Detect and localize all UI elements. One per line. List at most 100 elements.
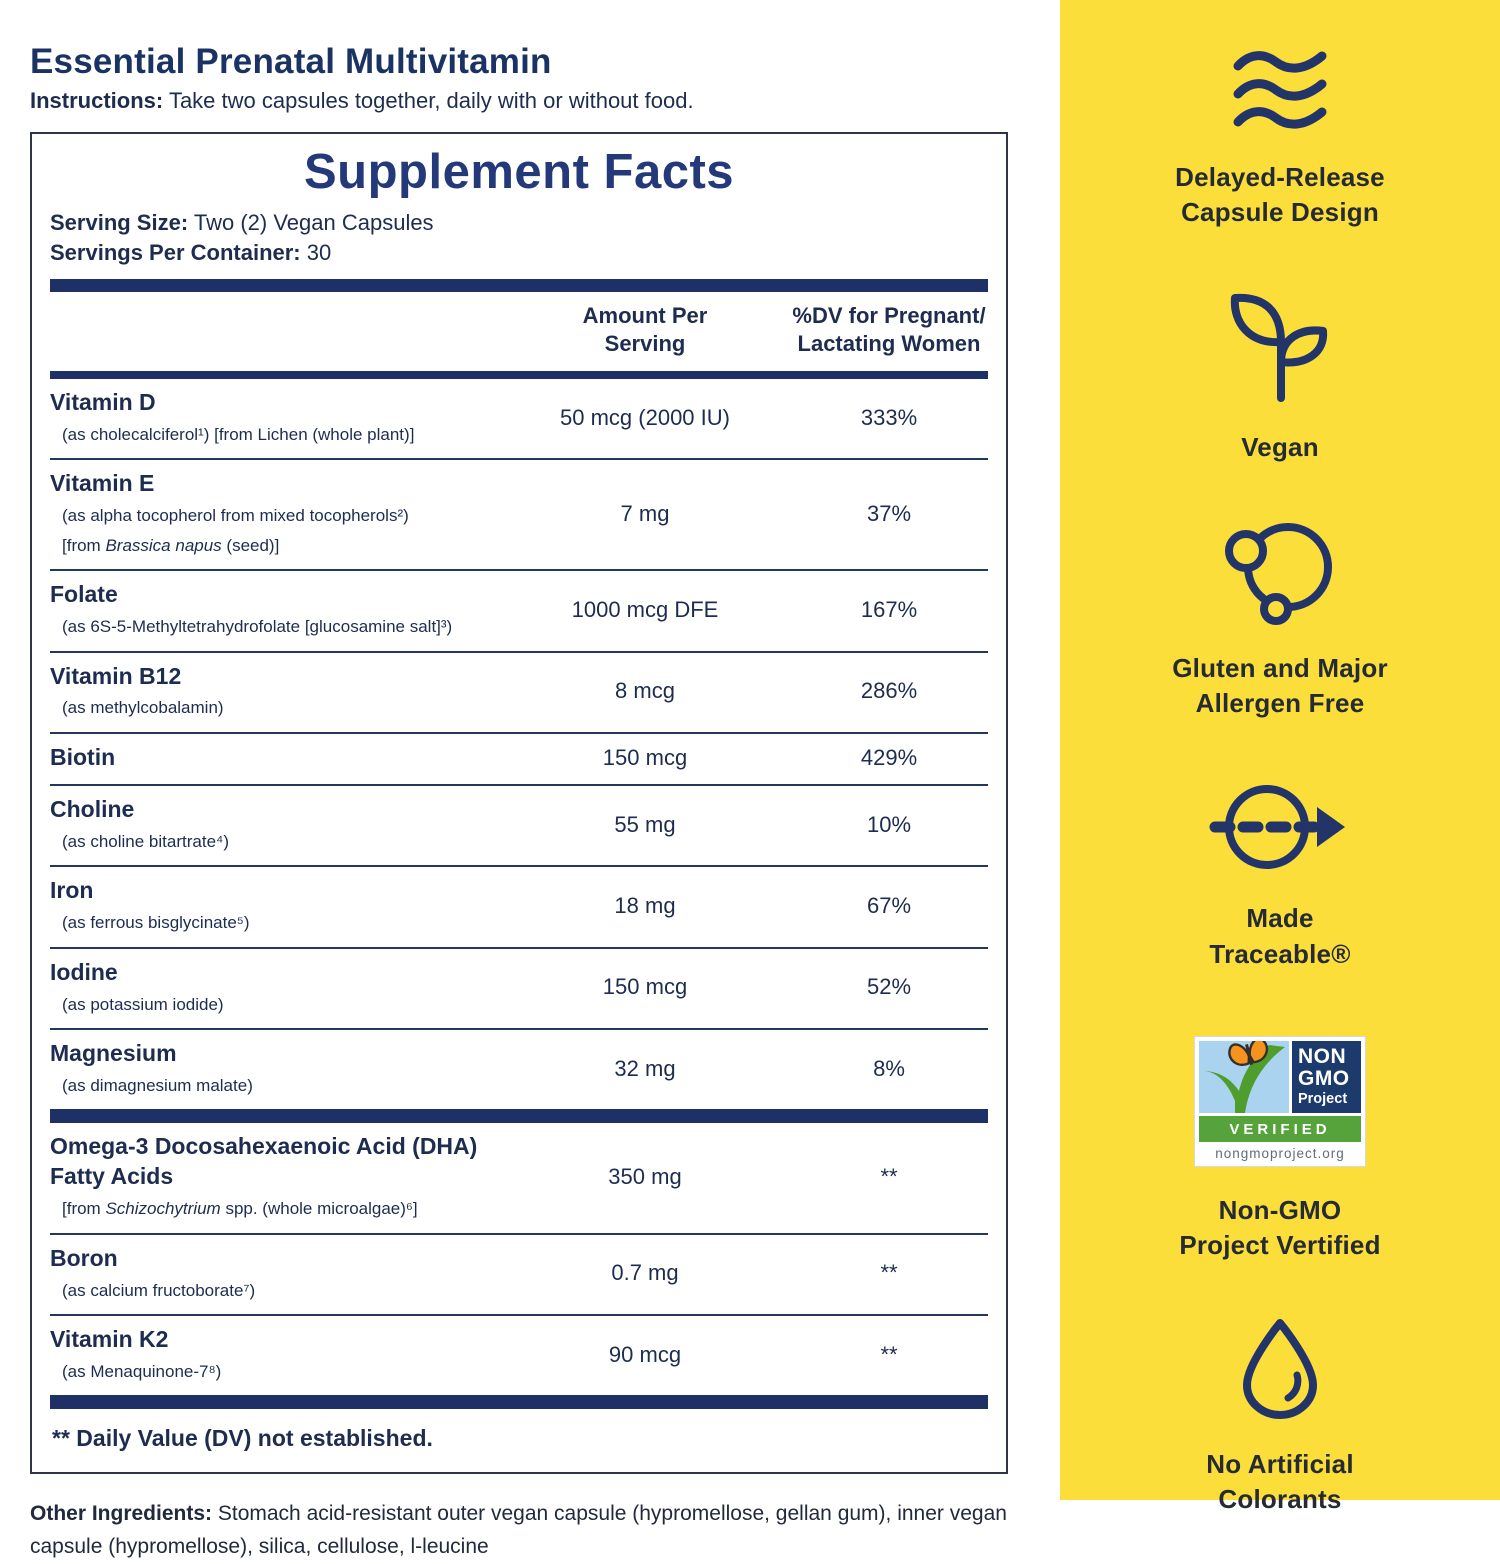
serving-size-value: Two (2) Vegan Capsules bbox=[188, 210, 434, 235]
divider-bar-group bbox=[50, 1109, 988, 1124]
nutrient-name-cell: Choline (as choline bitartrate⁴) bbox=[50, 795, 500, 854]
dv-value: 8% bbox=[873, 1055, 905, 1081]
butterfly-check-icon bbox=[1202, 1040, 1285, 1113]
amount-value: 55 mg bbox=[614, 811, 676, 837]
nutrient-name-cell: Iron (as ferrous bisglycinate⁵) bbox=[50, 876, 500, 935]
table-row: Omega-3 Docosahexaenoic Acid (DHA) Fatty … bbox=[50, 1123, 988, 1232]
dv-value: ** bbox=[880, 1341, 898, 1367]
page-title: Essential Prenatal Multivitamin bbox=[30, 42, 552, 81]
feature-made-traceable: Made Traceable® bbox=[1205, 779, 1355, 971]
nutrient-name-cell: Vitamin E (as alpha tocopherol from mixed… bbox=[50, 469, 500, 558]
servings-per-container-line: Servings Per Container: 30 bbox=[50, 238, 988, 268]
nutrient-source: (as 6S-5-Methyltetrahydrofolate [glucosa… bbox=[62, 617, 453, 637]
feature-label: Made Traceable® bbox=[1209, 903, 1351, 969]
nutrient-name: Vitamin K2 bbox=[50, 1326, 169, 1353]
feature-non-gmo: NON GMO Project VERIFIED nongmoproject.o… bbox=[1179, 1035, 1381, 1263]
row-separator bbox=[50, 946, 988, 949]
column-header-dv: %DV for Pregnant/ Lactating Women bbox=[792, 302, 986, 357]
dv-value: ** bbox=[880, 1260, 898, 1286]
row-separator bbox=[50, 865, 988, 868]
table-row: Folate (as 6S-5-Methyltetrahydrofolate [g… bbox=[50, 571, 988, 650]
amount-value: 7 mg bbox=[620, 500, 670, 526]
divider-bar-top bbox=[50, 278, 988, 292]
instructions-line: Instructions: Take two capsules together… bbox=[30, 88, 1060, 114]
row-separator bbox=[50, 1028, 988, 1031]
nutrient-name: Iron bbox=[50, 877, 94, 904]
divider-bar-bottom bbox=[50, 1395, 988, 1410]
nutrient-source: [from Brassica napus (seed)] bbox=[62, 535, 280, 555]
column-header-amount: Amount Per Serving bbox=[582, 302, 708, 357]
feature-label: No Artificial Colorants bbox=[1206, 1448, 1354, 1514]
nutrient-table: Vitamin D (as cholecalciferol¹) [from Lic… bbox=[50, 379, 988, 1410]
feature-label: Gluten and Major Allergen Free bbox=[1172, 653, 1388, 719]
instructions-text: Take two capsules together, daily with o… bbox=[163, 88, 694, 113]
divider-bar-header bbox=[50, 370, 988, 379]
nutrient-name-cell: Biotin bbox=[50, 743, 500, 773]
table-row: Vitamin D (as cholecalciferol¹) [from Lic… bbox=[50, 379, 988, 458]
nutrient-source: (as methylcobalamin) bbox=[62, 698, 224, 718]
dv-value: 67% bbox=[866, 892, 912, 918]
badge-gmo-text: GMO bbox=[1297, 1066, 1350, 1090]
nutrient-source: (as calcium fructoborate⁷) bbox=[62, 1280, 256, 1300]
row-separator bbox=[50, 1232, 988, 1235]
badge-verified-band: VERIFIED bbox=[1198, 1115, 1361, 1142]
nutrient-source: (as dimagnesium malate) bbox=[62, 1075, 253, 1095]
nutrient-name: Vitamin E bbox=[50, 470, 155, 497]
table-row: Iron (as ferrous bisglycinate⁵) 18 mg 67% bbox=[50, 867, 988, 946]
droplet-icon bbox=[1242, 1318, 1317, 1419]
nutrient-source: (as potassium iodide) bbox=[62, 994, 224, 1014]
label-panel: Essential Prenatal Multivitamin Instruct… bbox=[30, 42, 1060, 1559]
row-separator bbox=[50, 731, 988, 734]
nutrient-name-cell: Iodine (as potassium iodide) bbox=[50, 958, 500, 1017]
table-row: Magnesium (as dimagnesium malate) 32 mg 8% bbox=[50, 1030, 988, 1109]
nutrient-name-cell: Omega-3 Docosahexaenoic Acid (DHA) Fatty … bbox=[50, 1132, 500, 1221]
dv-value: 333% bbox=[860, 404, 918, 430]
amount-value: 150 mcg bbox=[602, 974, 688, 1000]
feature-vegan: Vegan bbox=[1219, 286, 1341, 465]
nutrient-name-cell: Magnesium (as dimagnesium malate) bbox=[50, 1039, 500, 1098]
table-row: Vitamin E (as alpha tocopherol from mixed… bbox=[50, 460, 988, 569]
table-row: Choline (as choline bitartrate⁴) 55 mg 10% bbox=[50, 786, 988, 865]
nutrient-name: Omega-3 Docosahexaenoic Acid (DHA) bbox=[50, 1133, 478, 1160]
amount-value: 0.7 mg bbox=[611, 1260, 679, 1286]
non-gmo-butterfly-art bbox=[1198, 1040, 1289, 1113]
amount-value: 50 mcg (2000 IU) bbox=[560, 404, 730, 430]
feature-no-colorants: No Artificial Colorants bbox=[1206, 1317, 1354, 1517]
row-separator bbox=[50, 569, 988, 572]
row-separator bbox=[50, 1314, 988, 1317]
other-ingredients-label: Other Ingredients: bbox=[30, 1502, 213, 1526]
badge-project-text: Project bbox=[1297, 1091, 1348, 1108]
table-row: Biotin 150 mcg 429% bbox=[50, 734, 988, 784]
nutrient-name: Choline bbox=[50, 795, 135, 822]
feature-label: Non-GMO Project Vertified bbox=[1179, 1194, 1381, 1260]
table-row: Vitamin K2 (as Menaquinone-7⁸) 90 mcg ** bbox=[50, 1316, 988, 1395]
nutrient-name-cell: Vitamin D (as cholecalciferol¹) [from Lic… bbox=[50, 388, 500, 447]
nutrient-name-cell: Folate (as 6S-5-Methyltetrahydrofolate [g… bbox=[50, 580, 500, 639]
table-row: Vitamin B12 (as methylcobalamin) 8 mcg 286% bbox=[50, 653, 988, 732]
nutrient-name: Biotin bbox=[50, 743, 116, 770]
dv-footnote: ** Daily Value (DV) not established. bbox=[52, 1425, 433, 1452]
nutrient-source: (as cholecalciferol¹) [from Lichen (whol… bbox=[62, 424, 415, 444]
amount-value: 18 mg bbox=[614, 892, 676, 918]
amount-value: 350 mg bbox=[608, 1164, 682, 1190]
other-ingredients: Other Ingredients: Stomach acid-resistan… bbox=[30, 1498, 1012, 1563]
nutrient-source: (as Menaquinone-7⁸) bbox=[62, 1361, 222, 1381]
waves-icon bbox=[1233, 51, 1327, 129]
dv-value: 167% bbox=[860, 596, 918, 622]
nutrient-name-cell: Boron (as calcium fructoborate⁷) bbox=[50, 1244, 500, 1303]
dv-value: 10% bbox=[866, 811, 912, 837]
dv-value: 37% bbox=[866, 500, 912, 526]
feature-label: Delayed-Release Capsule Design bbox=[1175, 162, 1385, 228]
nutrient-name: Folate bbox=[50, 581, 118, 608]
nutrient-name: Vitamin B12 bbox=[50, 662, 182, 689]
sprout-icon bbox=[1230, 294, 1328, 403]
supplement-facts-title: Supplement Facts bbox=[303, 145, 735, 199]
non-gmo-wordmark: NON GMO Project bbox=[1291, 1040, 1361, 1113]
feature-gluten-free: Gluten and Major Allergen Free bbox=[1172, 517, 1388, 721]
servings-label: Servings Per Container: bbox=[50, 240, 301, 266]
molecules-icon bbox=[1224, 523, 1332, 626]
nutrient-name: Fatty Acids bbox=[50, 1163, 174, 1190]
features-sidebar: Delayed-Release Capsule Design Vegan Glu… bbox=[1060, 0, 1500, 1514]
badge-non-text: NON bbox=[1297, 1045, 1347, 1069]
non-gmo-badge: NON GMO Project VERIFIED nongmoproject.o… bbox=[1193, 1035, 1366, 1167]
